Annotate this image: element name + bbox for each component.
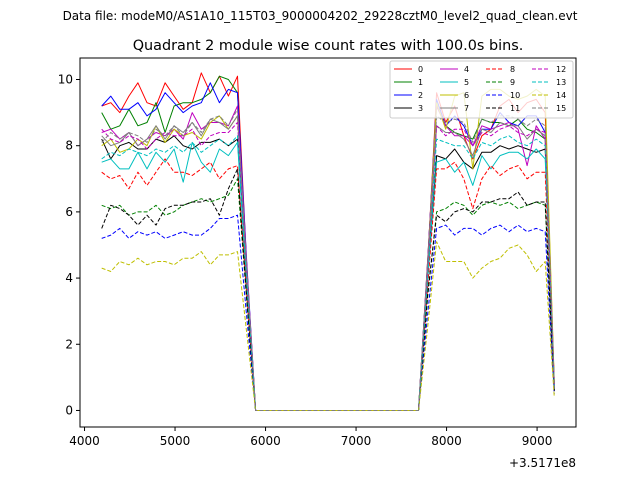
series-line-9 (101, 178, 555, 411)
x-tick-label: 6000 (250, 434, 281, 448)
x-tick-label: 4000 (69, 434, 100, 448)
series-line-12 (101, 122, 555, 411)
x-tick-label: 9000 (522, 434, 553, 448)
legend-label-12: 12 (556, 65, 566, 74)
legend-label-9: 9 (510, 78, 515, 87)
x-axis: 4000 5000 6000 7000 8000 9000 (69, 427, 552, 448)
series-line-11 (101, 168, 555, 411)
series-line-14 (101, 241, 555, 411)
series-line-15 (101, 108, 555, 411)
legend-label-13: 13 (556, 78, 566, 87)
x-tick-label: 5000 (160, 434, 191, 448)
y-tick-label: 2 (65, 337, 73, 351)
x-tick-label: 7000 (341, 434, 372, 448)
legend-label-8: 8 (510, 65, 515, 74)
y-tick-label: 0 (65, 403, 73, 417)
figure-suptitle: Data file: modeM0/AS1A10_115T03_90000042… (63, 9, 578, 23)
series-line-10 (101, 214, 555, 411)
legend-label-15: 15 (556, 104, 566, 113)
legend-label-11: 11 (510, 104, 520, 113)
legend-label-10: 10 (510, 91, 520, 100)
x-tick-label: 8000 (431, 434, 462, 448)
legend-label-6: 6 (464, 91, 469, 100)
legend-label-0: 0 (418, 65, 423, 74)
series-line-13 (101, 135, 555, 411)
y-axis: 0 2 4 6 8 10 (58, 73, 80, 417)
legend-label-2: 2 (418, 91, 423, 100)
legend-label-5: 5 (464, 78, 469, 87)
y-tick-label: 8 (65, 139, 73, 153)
y-tick-label: 10 (58, 73, 73, 87)
y-tick-label: 4 (65, 271, 73, 285)
axes-frame (79, 57, 577, 428)
chart-title: Quadrant 2 module wise count rates with … (133, 38, 524, 54)
legend-frame (389, 60, 574, 119)
legend-label-14: 14 (556, 91, 566, 100)
plot-area (80, 58, 576, 427)
y-tick-label: 6 (65, 205, 73, 219)
legend-label-1: 1 (418, 78, 423, 87)
legend-label-4: 4 (464, 65, 469, 74)
x-offset-label: +3.5171e8 (509, 456, 576, 470)
legend-label-7: 7 (464, 104, 469, 113)
legend-label-3: 3 (418, 104, 423, 113)
series-line-8 (101, 158, 555, 411)
